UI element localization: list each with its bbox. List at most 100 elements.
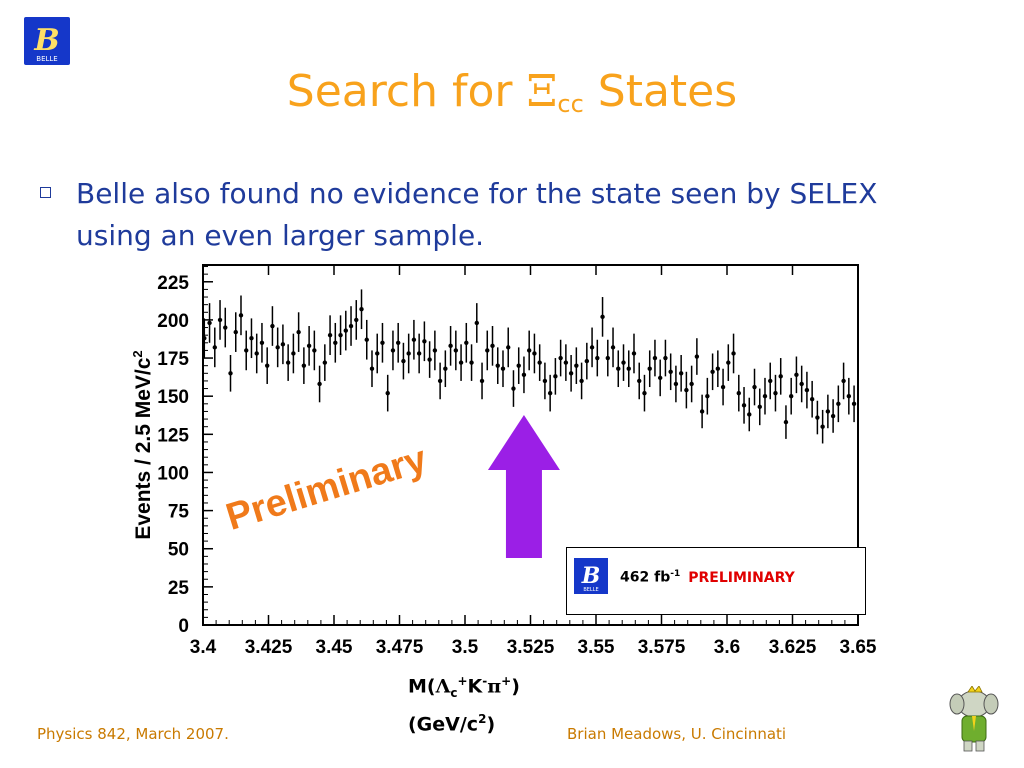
data-point [327,315,333,355]
slide-title: Search for Ξcc States [0,66,1024,118]
data-point [511,370,516,407]
data-point [626,350,631,388]
data-point [720,368,726,406]
data-point [783,405,789,439]
data-point [416,333,422,374]
data-point [280,324,286,365]
selex-arrow [487,415,560,558]
data-point [595,339,600,377]
data-point [605,339,610,377]
data-point [668,353,673,391]
data-point [741,387,747,424]
data-point [563,344,569,381]
data-point [657,359,663,397]
data-point [264,347,270,384]
data-point [846,377,852,415]
y-tick-label: 0 [178,616,189,637]
data-point [506,327,511,368]
data-point [312,330,317,371]
data-point [464,322,469,363]
preliminary-watermark: Preliminary [221,438,431,539]
data-point [259,322,265,363]
data-point [395,322,401,363]
mass-spectrum-chart: 3.4 3.425 3.45 3.475 3.5 3.525 3.55 3.575 3.6 3.6… [130,264,877,658]
x-tick-label: 3.575 [638,637,686,658]
xt-gev: (GeV/c [408,713,479,736]
data-point [768,362,773,400]
x-axis-title-line1: M(Λc+K-π+) [408,668,520,706]
xt-c: c [450,686,458,701]
legend-text: 462 fb-1 PRELIMINARY [620,569,795,586]
data-point [223,307,228,348]
x-axis-title-line2: (GeV/c2) [408,706,520,737]
x-tick-label: 3.625 [769,637,817,658]
data-point [532,333,537,374]
title-suffix: States [583,66,738,117]
title-symbol: Ξ [526,66,558,117]
data-point [647,350,652,388]
data-point [369,350,375,388]
data-point [809,380,815,418]
data-point [354,300,359,340]
xt-close: ) [511,675,520,698]
data-point [589,327,595,368]
y-tick-label: 225 [157,273,189,294]
x-tick-label: 3.525 [507,637,555,658]
data-point [406,333,411,374]
data-point [637,362,642,400]
data-point [296,312,301,352]
data-point [726,344,731,381]
xt-lambda: Λ [435,675,451,698]
data-point [610,327,616,368]
y-tick-label: 125 [157,425,189,446]
x-tick-label: 3.4 [190,637,217,658]
belle-logo: B BELLE [24,17,70,65]
data-point [642,374,647,412]
y-tick-label: 100 [157,463,189,484]
data-point [285,344,291,381]
data-point [375,333,380,374]
data-point [275,327,280,368]
data-point [663,339,668,377]
data-point [836,385,841,423]
data-point [443,350,448,388]
data-point [621,344,626,381]
data-point [411,319,417,360]
data-point [752,368,757,406]
data-point [747,397,752,432]
data-point [322,344,328,381]
data-point [495,347,500,384]
data-point [830,399,836,433]
xt-m: M( [408,675,436,698]
data-point [678,355,684,392]
title-subscript: cc [557,90,584,118]
data-point [490,326,495,366]
data-point [804,371,810,409]
data-point [584,342,590,380]
data-point [270,306,275,346]
x-axis-title: M(Λc+K-π+) (GeV/c2) [408,668,520,737]
xt-minus: - [482,674,488,688]
data-point [694,338,700,375]
data-point [202,318,207,359]
data-point [600,297,605,337]
xt-plus2: + [501,674,512,688]
data-point [516,347,521,384]
xt-pi: π [487,675,502,698]
data-point [359,289,364,330]
data-point [558,339,563,377]
data-point [458,344,464,381]
data-point [343,310,348,351]
legend-lumi: 462 fb [620,569,671,586]
y-tick-label: 25 [168,578,190,599]
data-point [652,339,658,377]
data-point [815,400,820,435]
y-tick-label: 175 [157,349,189,370]
xt-plus1: + [457,674,468,688]
x-tick-label: 3.425 [245,637,293,658]
data-point [851,385,857,423]
y-tick-label: 150 [157,387,189,408]
data-point [338,315,343,355]
data-point [762,377,768,415]
data-point [757,388,762,426]
